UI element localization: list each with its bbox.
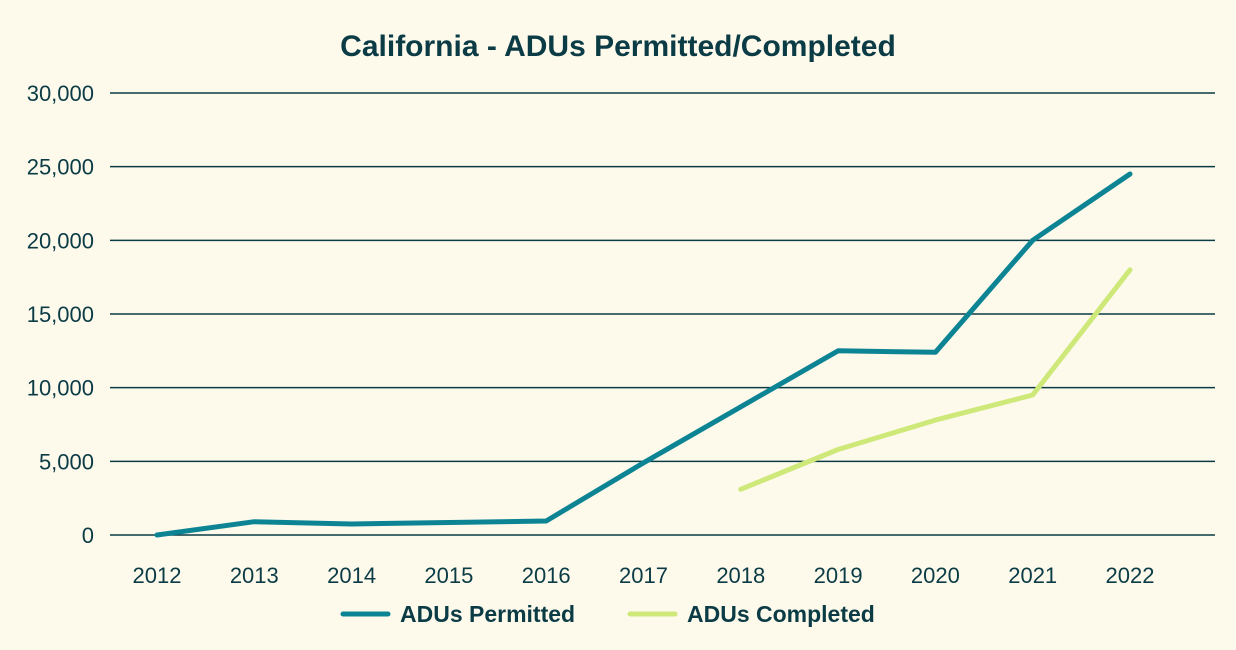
legend: ADUs Permitted ADUs Completed [340,601,875,627]
y-tick-label: 20,000 [27,228,94,253]
series-line-1 [154,171,1133,538]
y-tick-label: 15,000 [27,302,94,327]
x-tick-label: 2018 [716,563,765,588]
y-tick-label: 25,000 [27,155,94,180]
x-tick-label: 2022 [1106,563,1155,588]
grid-lines [110,92,1215,536]
x-axis-ticks: 2012 2013 2014 2015 2016 2017 2018 2019 2020 2021… [133,563,1155,588]
legend-label: ADUs Completed [687,601,875,627]
x-tick-label: 2012 [133,563,182,588]
x-tick-label: 2016 [522,563,571,588]
y-tick-label: 0 [82,523,94,548]
y-tick-label: 30,000 [27,81,94,106]
y-tick-label: 5,000 [39,449,94,474]
x-tick-label: 2015 [424,563,473,588]
series-lines [154,171,1133,538]
x-tick-label: 2019 [814,563,863,588]
y-axis-ticks: 0 5,000 10,000 15,000 20,000 25,000 30,000 [27,81,94,548]
chart-title: California - ADUs Permitted/Completed [340,30,896,63]
x-tick-label: 2021 [1008,563,1057,588]
legend-label: ADUs Permitted [400,601,575,627]
x-tick-label: 2017 [619,563,668,588]
x-tick-label: 2013 [230,563,279,588]
y-tick-label: 10,000 [27,376,94,401]
series-line-2 [738,267,1133,492]
x-tick-label: 2014 [327,563,376,588]
x-tick-label: 2020 [911,563,960,588]
